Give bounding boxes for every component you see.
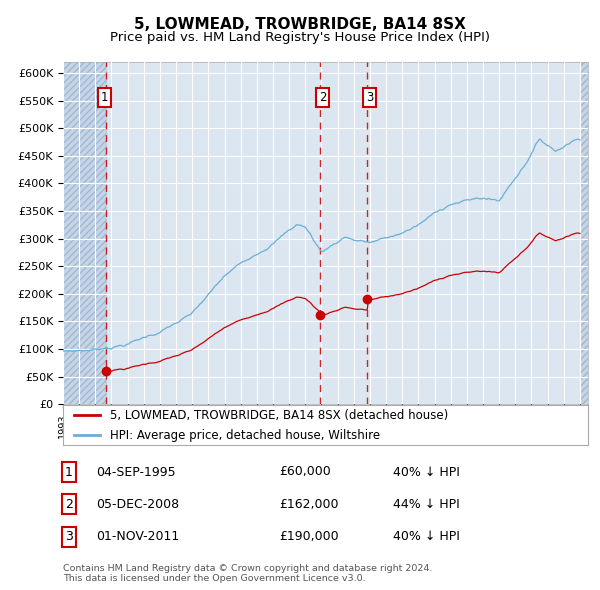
Text: 3: 3 <box>366 91 373 104</box>
Text: £60,000: £60,000 <box>279 466 331 478</box>
Text: 2: 2 <box>65 498 73 511</box>
Text: 1: 1 <box>65 466 73 478</box>
Text: £190,000: £190,000 <box>279 530 338 543</box>
Text: 01-NOV-2011: 01-NOV-2011 <box>96 530 179 543</box>
Bar <box>580 62 600 404</box>
Text: 04-SEP-1995: 04-SEP-1995 <box>96 466 176 478</box>
Text: HPI: Average price, detached house, Wiltshire: HPI: Average price, detached house, Wilt… <box>110 429 380 442</box>
Text: Price paid vs. HM Land Registry's House Price Index (HPI): Price paid vs. HM Land Registry's House … <box>110 31 490 44</box>
Text: 05-DEC-2008: 05-DEC-2008 <box>96 498 179 511</box>
Text: Contains HM Land Registry data © Crown copyright and database right 2024.
This d: Contains HM Land Registry data © Crown c… <box>63 563 433 583</box>
Bar <box>63 62 106 404</box>
Text: 5, LOWMEAD, TROWBRIDGE, BA14 8SX (detached house): 5, LOWMEAD, TROWBRIDGE, BA14 8SX (detach… <box>110 409 449 422</box>
Text: 44% ↓ HPI: 44% ↓ HPI <box>393 498 460 511</box>
Text: £162,000: £162,000 <box>279 498 338 511</box>
Text: 1: 1 <box>101 91 108 104</box>
Text: 3: 3 <box>65 530 73 543</box>
Text: 40% ↓ HPI: 40% ↓ HPI <box>393 466 460 478</box>
Text: 5, LOWMEAD, TROWBRIDGE, BA14 8SX: 5, LOWMEAD, TROWBRIDGE, BA14 8SX <box>134 17 466 31</box>
Text: 40% ↓ HPI: 40% ↓ HPI <box>393 530 460 543</box>
Text: 2: 2 <box>319 91 326 104</box>
